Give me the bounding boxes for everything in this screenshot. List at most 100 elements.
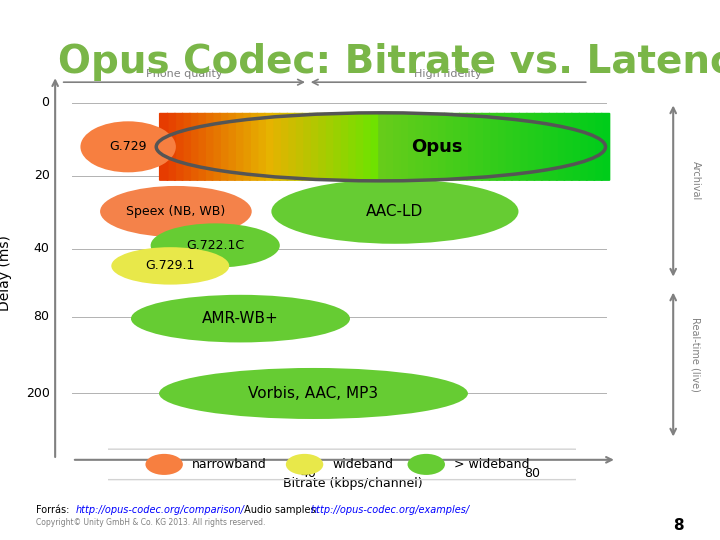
FancyBboxPatch shape xyxy=(302,113,310,180)
Text: Delay (ms): Delay (ms) xyxy=(0,235,12,310)
Text: Vorbis, AAC, MP3: Vorbis, AAC, MP3 xyxy=(248,386,379,401)
Text: High fidelity: High fidelity xyxy=(415,69,482,79)
Ellipse shape xyxy=(112,247,229,285)
Text: G.729: G.729 xyxy=(109,140,147,153)
FancyBboxPatch shape xyxy=(541,113,550,180)
FancyBboxPatch shape xyxy=(489,113,498,180)
Text: http://opus-codec.org/examples/: http://opus-codec.org/examples/ xyxy=(311,505,470,515)
FancyBboxPatch shape xyxy=(182,113,190,180)
FancyBboxPatch shape xyxy=(451,113,460,180)
FancyBboxPatch shape xyxy=(324,113,333,180)
Text: Phone quality: Phone quality xyxy=(146,69,222,79)
FancyBboxPatch shape xyxy=(332,113,340,180)
FancyBboxPatch shape xyxy=(399,113,408,180)
FancyBboxPatch shape xyxy=(220,113,228,180)
FancyBboxPatch shape xyxy=(384,113,392,180)
Text: G.722.1C: G.722.1C xyxy=(186,239,244,252)
FancyBboxPatch shape xyxy=(264,113,273,180)
FancyBboxPatch shape xyxy=(294,113,302,180)
Text: Audio samples:: Audio samples: xyxy=(241,505,323,515)
FancyBboxPatch shape xyxy=(227,113,235,180)
Text: G.729.1: G.729.1 xyxy=(145,259,195,272)
FancyBboxPatch shape xyxy=(504,113,513,180)
FancyBboxPatch shape xyxy=(564,113,572,180)
Ellipse shape xyxy=(131,295,350,342)
FancyBboxPatch shape xyxy=(459,113,467,180)
FancyBboxPatch shape xyxy=(339,113,348,180)
Ellipse shape xyxy=(408,454,445,475)
Ellipse shape xyxy=(159,368,468,419)
Text: 80: 80 xyxy=(524,467,541,480)
Text: 8: 8 xyxy=(673,518,684,534)
Ellipse shape xyxy=(150,224,280,268)
Text: 0: 0 xyxy=(42,96,50,109)
FancyBboxPatch shape xyxy=(279,113,288,180)
Text: Bitrate (kbps/channel): Bitrate (kbps/channel) xyxy=(283,477,423,490)
FancyBboxPatch shape xyxy=(482,113,490,180)
Text: AAC-LD: AAC-LD xyxy=(366,204,423,219)
FancyBboxPatch shape xyxy=(204,113,213,180)
FancyBboxPatch shape xyxy=(249,113,258,180)
Text: 40: 40 xyxy=(34,242,50,255)
Text: Real-time (live): Real-time (live) xyxy=(690,317,701,392)
FancyBboxPatch shape xyxy=(287,113,295,180)
Ellipse shape xyxy=(271,179,518,244)
Ellipse shape xyxy=(81,122,176,172)
FancyBboxPatch shape xyxy=(361,113,370,180)
FancyBboxPatch shape xyxy=(467,113,475,180)
FancyBboxPatch shape xyxy=(197,113,205,180)
FancyBboxPatch shape xyxy=(189,113,198,180)
Text: http://opus-codec.org/comparison/: http://opus-codec.org/comparison/ xyxy=(76,505,245,515)
FancyBboxPatch shape xyxy=(436,113,445,180)
FancyBboxPatch shape xyxy=(586,113,595,180)
Text: 20: 20 xyxy=(34,169,50,182)
Text: > wideband: > wideband xyxy=(454,458,530,471)
FancyBboxPatch shape xyxy=(474,113,482,180)
FancyBboxPatch shape xyxy=(377,113,385,180)
FancyBboxPatch shape xyxy=(534,113,542,180)
FancyBboxPatch shape xyxy=(579,113,588,180)
Text: Forrás:: Forrás: xyxy=(36,505,73,515)
Ellipse shape xyxy=(286,454,323,475)
FancyBboxPatch shape xyxy=(511,113,520,180)
FancyBboxPatch shape xyxy=(429,113,438,180)
FancyBboxPatch shape xyxy=(444,113,452,180)
FancyBboxPatch shape xyxy=(212,113,220,180)
FancyBboxPatch shape xyxy=(354,113,363,180)
Ellipse shape xyxy=(100,186,252,237)
Text: Speex (NB, WB): Speex (NB, WB) xyxy=(126,205,225,218)
Text: Copyright© Unity GmbH & Co. KG 2013. All rights reserved.: Copyright© Unity GmbH & Co. KG 2013. All… xyxy=(36,518,266,528)
Text: narrowband: narrowband xyxy=(192,458,267,471)
FancyBboxPatch shape xyxy=(272,113,280,180)
FancyBboxPatch shape xyxy=(392,113,400,180)
Text: 200: 200 xyxy=(26,387,50,400)
FancyBboxPatch shape xyxy=(594,113,602,180)
Text: AMR-WB+: AMR-WB+ xyxy=(202,311,279,326)
FancyBboxPatch shape xyxy=(347,113,355,180)
FancyBboxPatch shape xyxy=(572,113,580,180)
FancyBboxPatch shape xyxy=(519,113,527,180)
Text: 40: 40 xyxy=(300,467,316,480)
FancyBboxPatch shape xyxy=(167,113,176,180)
Ellipse shape xyxy=(145,454,183,475)
FancyBboxPatch shape xyxy=(549,113,557,180)
FancyBboxPatch shape xyxy=(601,113,610,180)
FancyBboxPatch shape xyxy=(407,113,415,180)
FancyBboxPatch shape xyxy=(174,113,183,180)
Text: wideband: wideband xyxy=(333,458,394,471)
FancyBboxPatch shape xyxy=(235,113,243,180)
Text: Opus Codec: Bitrate vs. Latency: Opus Codec: Bitrate vs. Latency xyxy=(58,43,720,81)
Text: 80: 80 xyxy=(34,310,50,323)
FancyBboxPatch shape xyxy=(317,113,325,180)
FancyBboxPatch shape xyxy=(422,113,430,180)
Text: Opus: Opus xyxy=(411,138,463,156)
FancyBboxPatch shape xyxy=(369,113,377,180)
FancyBboxPatch shape xyxy=(497,113,505,180)
Text: Archival: Archival xyxy=(690,161,701,200)
FancyBboxPatch shape xyxy=(310,113,318,180)
FancyBboxPatch shape xyxy=(160,113,168,180)
FancyBboxPatch shape xyxy=(257,113,265,180)
FancyBboxPatch shape xyxy=(526,113,535,180)
FancyBboxPatch shape xyxy=(414,113,423,180)
FancyBboxPatch shape xyxy=(242,113,251,180)
